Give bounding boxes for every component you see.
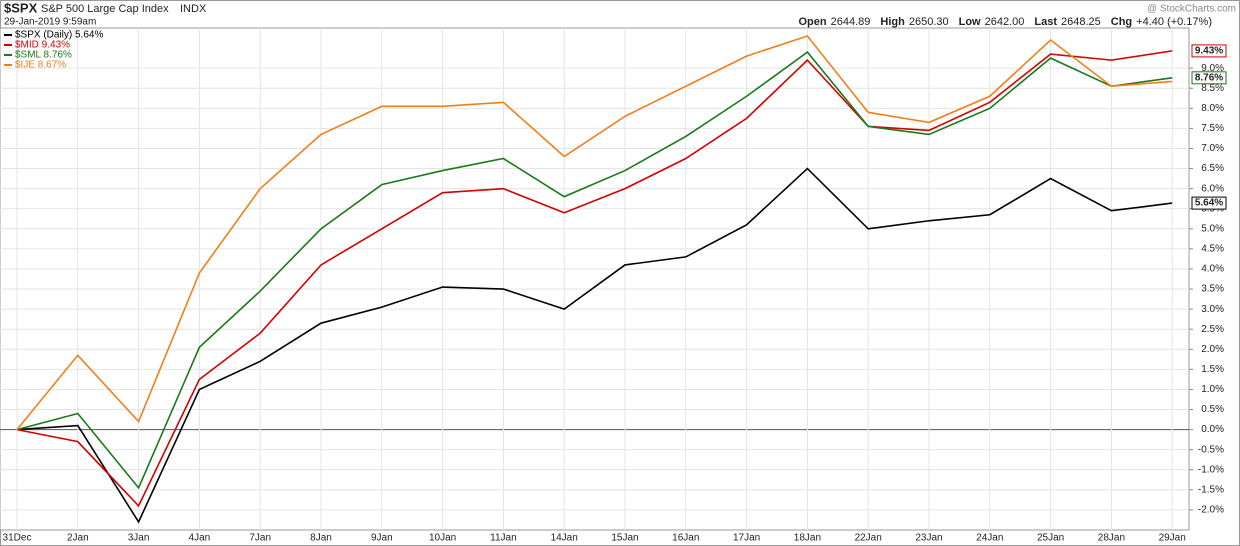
quote-label: Chg — [1111, 16, 1132, 28]
y-tick-label: -1.5% — [1198, 484, 1224, 495]
series-line — [16, 35, 1173, 431]
date: 29-Jan-2019 9:59am — [4, 17, 96, 28]
y-tick-label: 8.5% — [1201, 83, 1224, 94]
x-tick-label: 17Jan — [733, 533, 760, 544]
y-tick-label: -1.0% — [1198, 464, 1224, 475]
y-tick-label: 7.0% — [1201, 143, 1224, 154]
series-line — [16, 50, 1173, 508]
end-label: 5.64% — [1195, 198, 1223, 209]
y-tick-label: 4.0% — [1201, 264, 1224, 275]
quote-value: 2648.25 — [1061, 16, 1101, 28]
x-tick-label: 18Jan — [794, 533, 821, 544]
x-tick-label: 31Dec — [3, 533, 32, 544]
y-tick-label: 0.0% — [1201, 424, 1224, 435]
y-tick-label: -2.0% — [1198, 505, 1224, 516]
y-tick-label: 1.0% — [1201, 384, 1224, 395]
x-tick-label: 29Jan — [1159, 533, 1186, 544]
x-tick-label: 8Jan — [310, 533, 332, 544]
end-label-box — [1191, 71, 1227, 85]
x-tick-label: 4Jan — [189, 533, 211, 544]
series-line — [16, 51, 1173, 490]
chart-title: $SPX — [4, 0, 38, 15]
end-label-box — [1191, 44, 1227, 58]
quote-label: Low — [959, 16, 981, 28]
y-tick-label: 2.0% — [1201, 344, 1224, 355]
y-tick-label: 6.0% — [1201, 183, 1224, 194]
quote-label: Last — [1034, 16, 1057, 28]
end-label: 9.43% — [1195, 46, 1223, 57]
y-tick-label: 1.5% — [1201, 364, 1224, 375]
quote-value: +4.40 (+0.17%) — [1136, 16, 1212, 28]
y-tick-label: 3.5% — [1201, 284, 1224, 295]
x-tick-label: 28Jan — [1098, 533, 1125, 544]
x-tick-label: 9Jan — [371, 533, 393, 544]
x-tick-label: 24Jan — [976, 533, 1003, 544]
legend-label: $IJE 8.67% — [15, 60, 66, 71]
end-label: 8.76% — [1195, 72, 1223, 83]
x-tick-label: 7Jan — [249, 533, 271, 544]
x-tick-label: 3Jan — [128, 533, 150, 544]
y-tick-label: 7.5% — [1201, 123, 1224, 134]
legend-label: $MID 9.43% — [15, 40, 70, 51]
y-tick-label: 6.5% — [1201, 163, 1224, 174]
y-tick-label: 4.5% — [1201, 244, 1224, 255]
watermark: @ StockCharts.com — [1147, 4, 1236, 15]
plot-area — [0, 27, 1190, 531]
y-tick-label: 5.0% — [1201, 223, 1224, 234]
y-tick-label: 2.5% — [1201, 324, 1224, 335]
quote-value: 2644.89 — [831, 16, 871, 28]
legend-label: $SPX (Daily) 5.64% — [15, 30, 103, 41]
x-tick-label: 10Jan — [429, 533, 456, 544]
chart-subtitle: S&P 500 Large Cap Index — [41, 3, 169, 15]
exchange: INDX — [180, 3, 207, 15]
x-tick-label: 25Jan — [1037, 533, 1064, 544]
x-tick-label: 23Jan — [915, 533, 942, 544]
quote-value: 2650.30 — [909, 16, 949, 28]
y-tick-label: 9.0% — [1201, 63, 1224, 74]
y-tick-label: 0.5% — [1201, 404, 1224, 415]
x-tick-label: 22Jan — [855, 533, 882, 544]
y-tick-label: -0.5% — [1198, 444, 1224, 455]
y-tick-label: 3.0% — [1201, 304, 1224, 315]
end-label-box — [1191, 196, 1227, 210]
y-tick-label: 8.0% — [1201, 103, 1224, 114]
quote-label: High — [880, 16, 905, 28]
quote-label: Open — [799, 16, 827, 28]
x-tick-label: 2Jan — [67, 533, 89, 544]
x-tick-label: 11Jan — [490, 533, 517, 544]
legend-label: $SML 8.76% — [15, 50, 72, 61]
x-tick-label: 14Jan — [551, 533, 578, 544]
quote-value: 2642.00 — [985, 16, 1025, 28]
x-tick-label: 16Jan — [672, 533, 699, 544]
series-line — [16, 167, 1173, 524]
x-tick-label: 15Jan — [611, 533, 638, 544]
